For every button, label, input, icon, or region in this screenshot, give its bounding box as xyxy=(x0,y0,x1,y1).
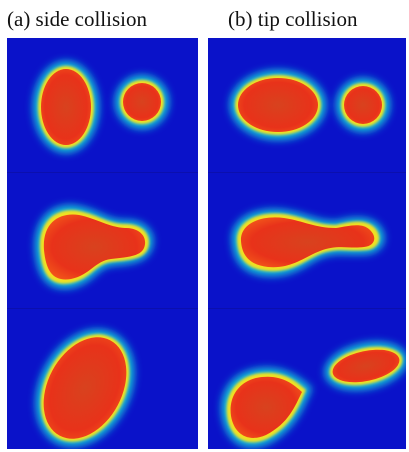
frame-separator xyxy=(208,172,406,173)
frame-1-droplets xyxy=(230,70,390,140)
side-collision-panel xyxy=(7,38,198,449)
frame-3-droplets xyxy=(221,341,406,448)
frame-3-droplet xyxy=(35,329,135,447)
panel-b-label: (b) tip collision xyxy=(228,7,358,31)
tip-collision-panel xyxy=(208,38,406,449)
frame-separator xyxy=(208,308,406,309)
frame-1-droplets xyxy=(33,61,169,153)
frame-separator xyxy=(7,172,198,173)
side-collision-frames xyxy=(7,61,198,447)
panel-a-label: (a) side collision xyxy=(7,7,147,31)
frame-separator xyxy=(7,308,198,309)
frame-2-droplets xyxy=(34,205,154,289)
tip-collision-frames xyxy=(208,70,406,448)
frame-2-droplets xyxy=(231,209,385,277)
